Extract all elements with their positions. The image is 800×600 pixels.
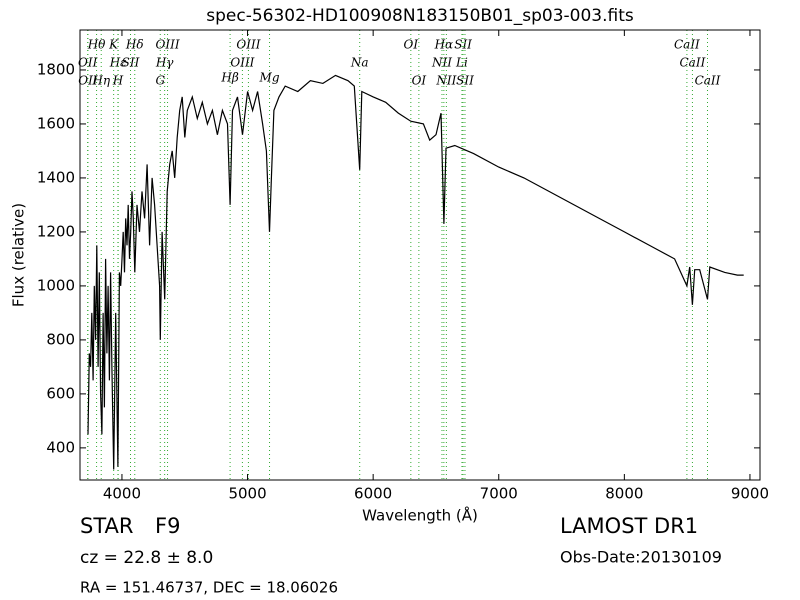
plot-frame	[79, 29, 761, 481]
spectral-line-label: OI	[412, 74, 427, 88]
survey: LAMOST DR1	[560, 514, 698, 538]
x-tick-label: 4000	[103, 485, 141, 503]
spectral-line-label: Na	[350, 56, 369, 70]
spectral-line-label: SII	[454, 38, 472, 52]
x-tick-label: 6000	[354, 485, 392, 503]
spectral-line-label: Hθ	[87, 38, 106, 52]
y-tick-label: 1800	[37, 60, 75, 78]
x-tick-label: 8000	[605, 485, 643, 503]
spectral-line-label: NII	[435, 74, 456, 88]
spectral-line-label: SII	[456, 74, 474, 88]
y-tick-label: 1600	[37, 114, 75, 132]
y-axis-label: Flux (relative)	[10, 203, 28, 307]
x-tick-label: 9000	[731, 485, 769, 503]
spectral-line-label: Hβ	[220, 71, 238, 85]
spectral-line-label: OIII	[230, 56, 254, 70]
y-tick-label: 400	[46, 438, 75, 456]
x-tick-label: 5000	[228, 485, 266, 503]
y-tick-label: 800	[46, 330, 75, 348]
spectral-line-label: NII	[431, 56, 452, 70]
spectral-line-label: OIII	[156, 38, 180, 52]
spectral-line-label: Hα	[434, 38, 454, 52]
spectral-line-label: G	[155, 74, 165, 88]
spectral-line-label: Hγ	[155, 56, 174, 70]
spectral-line-label: CaII	[674, 38, 700, 52]
spectral-line-label: Hδ	[125, 38, 144, 52]
spectral-line-label: OIII	[236, 38, 260, 52]
spectral-line-label: K	[108, 38, 119, 52]
x-tick-label: 7000	[480, 485, 518, 503]
spectral-line-label: H	[112, 74, 124, 88]
y-tick-label: 1000	[37, 276, 75, 294]
spectral-line-label: Hη	[91, 74, 110, 88]
spectral-line-label: CaII	[695, 74, 721, 88]
spectral-line-label: OII	[78, 74, 98, 88]
y-tick-label: 600	[46, 384, 75, 402]
object-class: STAR	[80, 514, 133, 538]
spectral-line-label: OI	[404, 38, 419, 52]
obs-date: Obs-Date:20130109	[560, 548, 722, 567]
redshift: cz = 22.8 ± 8.0	[80, 548, 213, 568]
coordinates: RA = 151.46737, DEC = 18.06026	[80, 579, 338, 597]
spectrum-line	[87, 74, 744, 470]
spectral-line-label: Li	[455, 56, 468, 70]
spectral-line-label: SII	[122, 56, 140, 70]
y-tick-label: 1200	[37, 222, 75, 240]
y-tick-label: 1400	[37, 168, 75, 186]
x-axis-label: Wavelength (Å)	[362, 506, 478, 525]
spectral-line-label: Mg	[259, 71, 280, 85]
chart-title: spec-56302-HD100908N183150B01_sp03-003.f…	[206, 6, 634, 26]
spectral-line-label: CaII	[680, 56, 706, 70]
subclass: F9	[155, 514, 180, 538]
